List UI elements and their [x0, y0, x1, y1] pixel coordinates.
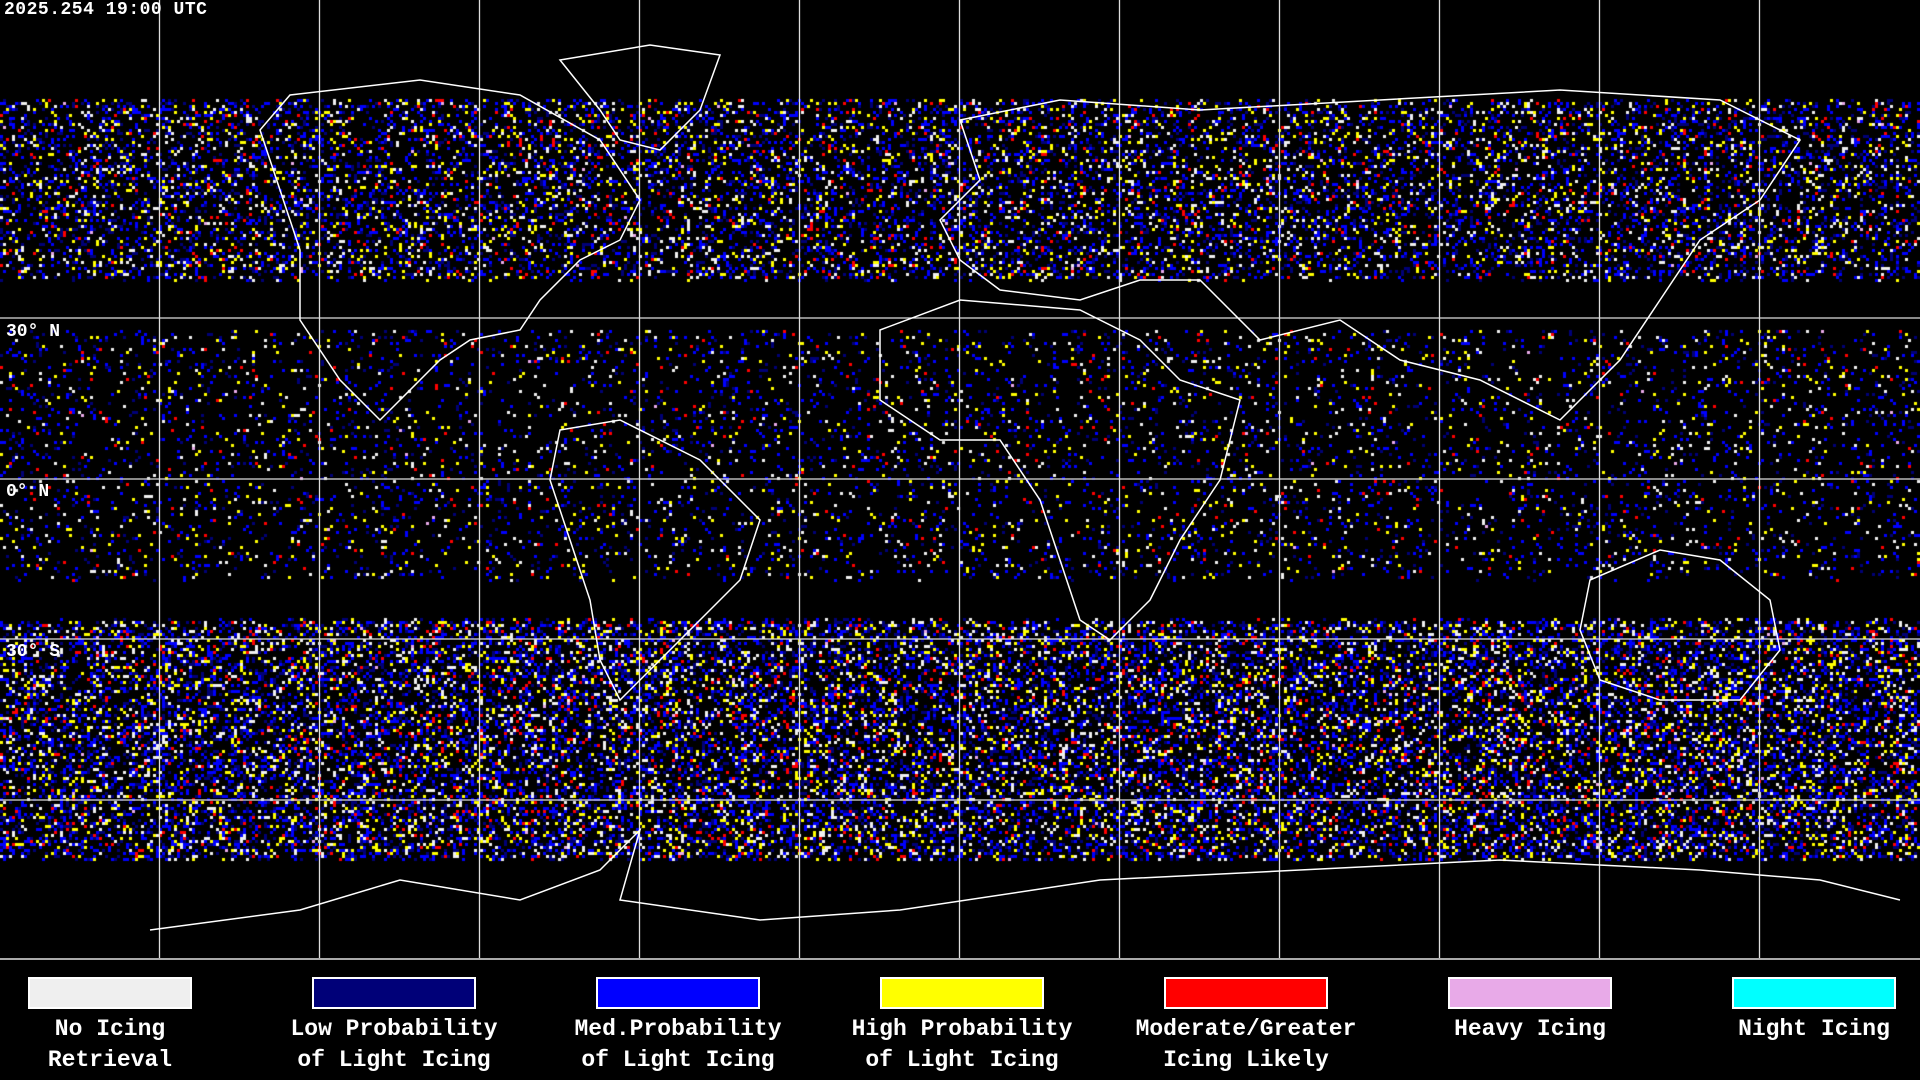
legend-swatch	[1448, 977, 1612, 1009]
antarctica-coast	[149, 827, 1901, 931]
legend-label: Med.Probability of Light Icing	[574, 1016, 782, 1073]
timestamp: 2025.254 19:00 UTC	[4, 0, 208, 20]
africa-coast	[879, 299, 1241, 641]
legend-item-high-probability: High Probability of Light Icing	[820, 977, 1104, 1076]
legend-swatch	[1732, 977, 1896, 1009]
australia-coast	[1579, 549, 1781, 701]
lat-label-0n: 0° N	[6, 482, 50, 502]
legend-item-no-icing: No Icing Retrieval	[0, 977, 252, 1076]
north-america-coast	[259, 79, 641, 422]
map-overlay	[0, 0, 1920, 958]
legend-swatch	[596, 977, 760, 1009]
legend-label: Low Probability of Light Icing	[290, 1016, 498, 1073]
legend-label: Heavy Icing	[1454, 1016, 1606, 1042]
icing-map: 2025.254 19:00 UTC 30° N 0° N 30° S	[0, 0, 1920, 960]
lat-label-30n: 30° N	[6, 322, 61, 342]
legend-label: High Probability of Light Icing	[851, 1016, 1073, 1073]
legend: No Icing Retrieval Low Probability of Li…	[0, 962, 1920, 1080]
south-america-coast	[549, 419, 761, 702]
legend-item-night-icing: Night Icing	[1672, 977, 1920, 1045]
legend-label: Moderate/Greater Icing Likely	[1135, 1016, 1357, 1073]
lat-label-30s: 30° S	[6, 642, 61, 662]
coastlines	[149, 44, 1901, 931]
legend-swatch	[28, 977, 192, 1009]
legend-label: No Icing Retrieval	[47, 1016, 173, 1073]
legend-label: Night Icing	[1738, 1016, 1890, 1042]
legend-item-moderate-greater: Moderate/Greater Icing Likely	[1104, 977, 1388, 1076]
legend-swatch	[880, 977, 1044, 1009]
greenland-coast	[558, 44, 722, 151]
legend-swatch	[1164, 977, 1328, 1009]
lat-lon-grid	[0, 0, 1920, 958]
legend-item-heavy-icing: Heavy Icing	[1388, 977, 1672, 1045]
legend-item-med-probability: Med.Probability of Light Icing	[536, 977, 820, 1076]
legend-swatch	[312, 977, 476, 1009]
eurasia-coast	[939, 89, 1802, 421]
legend-item-low-probability: Low Probability of Light Icing	[252, 977, 536, 1076]
